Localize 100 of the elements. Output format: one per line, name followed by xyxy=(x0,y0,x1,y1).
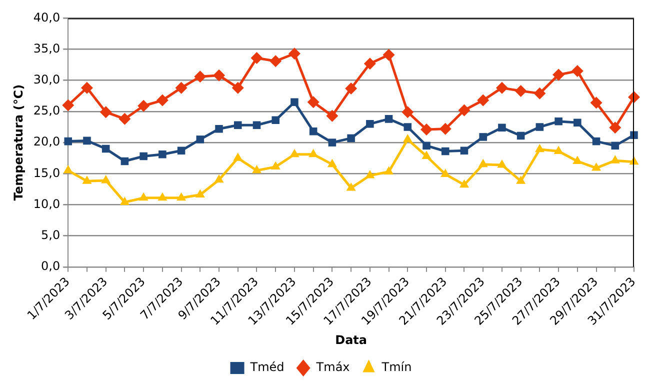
point xyxy=(592,162,602,171)
point xyxy=(479,133,487,141)
x-axis-title: Data xyxy=(335,332,368,347)
point xyxy=(290,148,300,158)
y-tick-label: 35,0 xyxy=(33,41,60,56)
point xyxy=(288,48,300,60)
y-tick-label: 5,0 xyxy=(41,228,60,242)
point xyxy=(402,106,414,118)
point xyxy=(496,82,508,94)
point xyxy=(554,118,562,126)
point xyxy=(347,134,355,142)
point xyxy=(309,127,318,136)
point xyxy=(118,112,131,125)
point xyxy=(213,69,226,82)
point xyxy=(308,148,318,158)
y-tick-label: 40,0 xyxy=(33,10,60,24)
point xyxy=(232,82,244,94)
point xyxy=(196,136,204,144)
point xyxy=(250,52,263,64)
point xyxy=(234,121,242,130)
point xyxy=(345,82,358,94)
point xyxy=(138,100,150,112)
y-tick-label: 0,0 xyxy=(41,259,60,274)
point xyxy=(439,122,452,135)
point xyxy=(195,189,205,198)
point xyxy=(233,152,243,161)
point xyxy=(63,165,73,174)
point xyxy=(328,138,336,146)
point xyxy=(156,94,168,106)
point xyxy=(477,94,490,106)
point xyxy=(534,144,544,152)
point xyxy=(497,159,507,168)
point xyxy=(120,196,130,205)
point xyxy=(158,150,166,158)
point xyxy=(498,124,506,132)
point xyxy=(552,68,565,81)
point xyxy=(252,121,261,130)
point xyxy=(140,152,148,160)
point xyxy=(536,123,544,131)
point xyxy=(459,179,469,188)
point xyxy=(62,99,74,112)
point xyxy=(382,48,395,61)
point xyxy=(176,192,186,201)
y-tick-label: 20,0 xyxy=(33,134,60,149)
point xyxy=(80,82,93,94)
point xyxy=(422,142,430,150)
point xyxy=(590,96,602,109)
point xyxy=(366,120,374,128)
point xyxy=(272,116,280,124)
point xyxy=(102,144,110,153)
point xyxy=(630,131,638,139)
point xyxy=(534,87,546,100)
point xyxy=(402,134,412,142)
point xyxy=(609,122,622,134)
point xyxy=(572,156,582,164)
point xyxy=(441,147,450,156)
point xyxy=(252,165,262,174)
point xyxy=(514,84,527,97)
point xyxy=(158,192,168,201)
legend-label: Tmáx xyxy=(315,360,350,374)
point xyxy=(574,118,582,127)
point xyxy=(270,55,282,68)
point xyxy=(422,150,432,159)
y-tick-label: 25,0 xyxy=(33,104,60,118)
point xyxy=(194,70,206,83)
point xyxy=(326,110,338,122)
point xyxy=(307,96,320,108)
point xyxy=(404,123,412,131)
point xyxy=(346,182,356,191)
point xyxy=(440,168,450,178)
point xyxy=(364,58,376,70)
point xyxy=(82,176,92,184)
point xyxy=(177,146,186,155)
point xyxy=(290,98,298,106)
point xyxy=(458,104,470,116)
point xyxy=(516,132,525,140)
point xyxy=(120,157,129,166)
point xyxy=(478,158,488,168)
point xyxy=(175,82,188,94)
point xyxy=(420,124,433,136)
point xyxy=(215,124,223,133)
point xyxy=(554,146,564,154)
point xyxy=(365,170,375,178)
point xyxy=(592,137,600,146)
point xyxy=(101,174,111,184)
point xyxy=(214,174,224,183)
point xyxy=(100,106,112,118)
y-tick-label: 30,0 xyxy=(33,72,60,86)
point xyxy=(610,155,620,164)
y-tick-label: 15,0 xyxy=(33,166,60,180)
point xyxy=(571,65,584,78)
point xyxy=(611,142,620,150)
point xyxy=(138,192,148,201)
y-axis-title: Temperatura (°C) xyxy=(11,84,26,201)
point xyxy=(460,146,468,155)
point xyxy=(83,136,91,145)
point xyxy=(270,161,280,170)
legend-label: Tmín xyxy=(380,360,412,374)
point xyxy=(384,166,394,175)
y-tick-label: 10,0 xyxy=(33,196,60,211)
